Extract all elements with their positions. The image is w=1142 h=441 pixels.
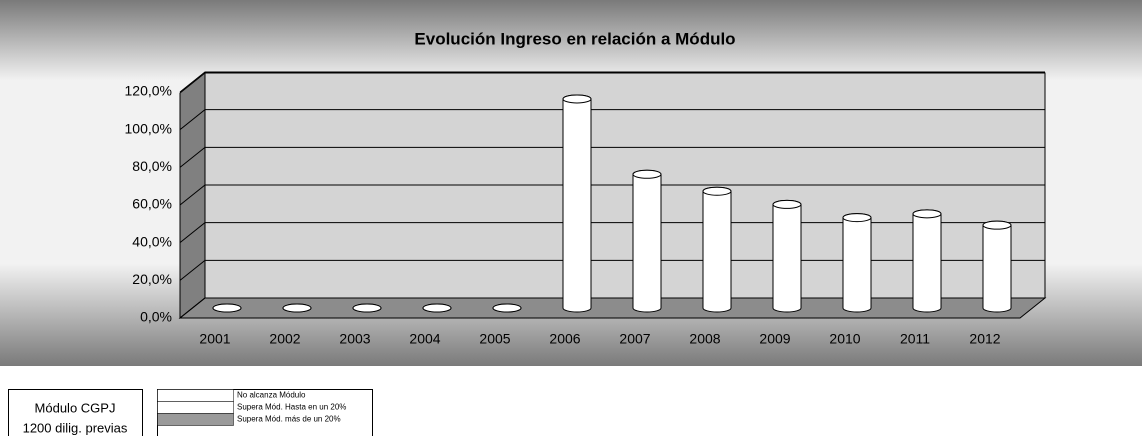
key-swatch [157, 401, 234, 414]
bar-top [912, 209, 942, 219]
y-tick-label: 120,0% [125, 83, 172, 99]
bar [632, 169, 662, 313]
grid-line [179, 71, 1045, 93]
grid-line [179, 146, 1045, 168]
x-tick-label: 2004 [409, 331, 440, 347]
footer: Módulo CGPJ 1200 dilig. previas No alcanza… [8, 389, 373, 440]
bar-top [982, 220, 1012, 230]
grid-line [179, 297, 1045, 319]
bar [562, 94, 592, 313]
key-swatch [157, 413, 234, 426]
bar-top [282, 303, 312, 313]
bar-top [632, 169, 662, 179]
y-tick-label: 100,0% [125, 120, 172, 136]
x-tick-label: 2010 [829, 331, 860, 347]
grid-line [179, 184, 1045, 206]
x-tick-label: 2001 [199, 331, 230, 347]
grid-line [179, 222, 1045, 244]
bar [982, 220, 1012, 313]
x-tick-label: 2008 [689, 331, 720, 347]
bar-top [772, 199, 802, 209]
y-tick-label: 80,0% [132, 158, 172, 174]
key-label: No alcanza Módulo [237, 391, 306, 400]
bar-top [562, 94, 592, 104]
x-tick-label: 2006 [549, 331, 580, 347]
grid-line [179, 109, 1045, 131]
key-label: Supera Mód. Hasta en un 20% [237, 403, 346, 412]
bar-top [352, 303, 382, 313]
x-tick-label: 2007 [619, 331, 650, 347]
chart-title: Evolución Ingreso en relación a Módulo [414, 29, 735, 48]
x-tick-label: 2005 [479, 331, 510, 347]
x-tick-label: 2012 [969, 331, 1000, 347]
x-tick-label: 2003 [339, 331, 370, 347]
x-tick-label: 2011 [900, 331, 930, 347]
x-tick-label: 2002 [269, 331, 300, 347]
bar [772, 199, 802, 313]
bar [702, 186, 732, 313]
bar-top [702, 186, 732, 196]
key-label: Supera Mód. más de un 20% [237, 415, 341, 424]
bar [912, 209, 942, 313]
bar-top [842, 213, 872, 223]
y-tick-label: 60,0% [132, 196, 172, 212]
y-tick-label: 0,0% [140, 309, 172, 325]
y-tick-label: 20,0% [132, 271, 172, 287]
bar [842, 213, 872, 313]
x-tick-label: 2009 [759, 331, 790, 347]
module-box [8, 389, 143, 440]
module-text: 1200 dilig. previas [23, 420, 128, 435]
bar-top [422, 303, 452, 313]
bar-top [492, 303, 522, 313]
module-text: Módulo CGPJ [35, 400, 116, 415]
key-swatch [157, 389, 234, 402]
grid-line [179, 259, 1045, 281]
y-tick-label: 40,0% [132, 233, 172, 249]
bar-top [212, 303, 242, 313]
plot: 0,0% 20,0% 40,0% 60,0% 80,0% 100,0% 120,0% 2001… [125, 71, 1045, 347]
